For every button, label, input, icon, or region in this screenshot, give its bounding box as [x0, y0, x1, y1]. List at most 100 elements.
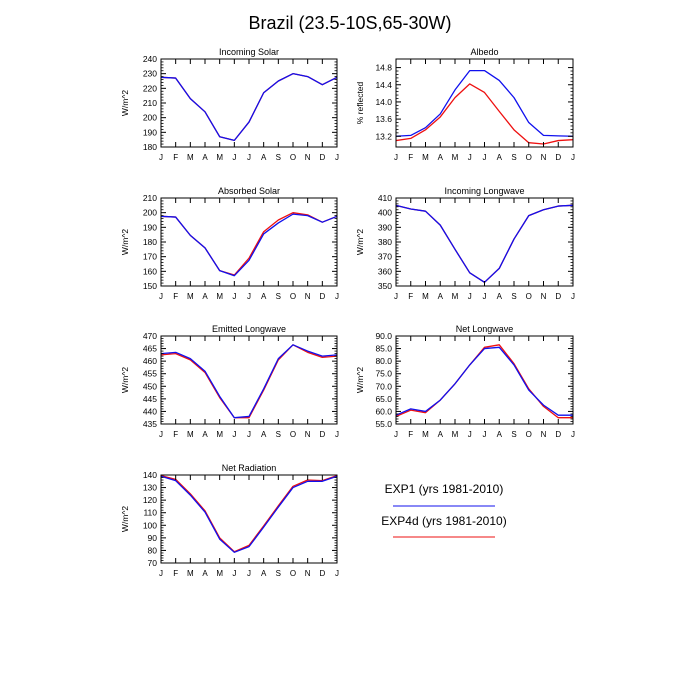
absorbed-solar-ytick-label: 170	[143, 252, 157, 262]
emitted-longwave-ytick-label: 470	[143, 331, 157, 341]
incoming-longwave-month-label: M	[422, 292, 429, 301]
incoming-solar-series-exp4d	[160, 73, 338, 142]
net-longwave-month-label: J	[468, 430, 472, 439]
incoming-longwave-month-label: J	[483, 292, 487, 301]
incoming-solar-month-label: O	[290, 153, 296, 162]
net-radiation-ytick-label: 70	[148, 558, 158, 568]
emitted-longwave-month-label: N	[305, 430, 311, 439]
net-longwave-month-label: J	[571, 430, 575, 439]
absorbed-solar-month-label: M	[216, 292, 223, 301]
albedo-month-label: D	[555, 153, 561, 162]
net-longwave-month-label: J	[483, 430, 487, 439]
absorbed-solar-month-label: S	[276, 292, 281, 301]
absorbed-solar-ytick-label: 150	[143, 281, 157, 291]
emitted-longwave-month-label: M	[187, 430, 194, 439]
absorbed-solar-month-label: D	[319, 292, 325, 301]
net-longwave-series-exp1	[395, 346, 573, 416]
net-longwave-month-label: S	[511, 430, 516, 439]
albedo-ytick-label: 14.0	[375, 97, 392, 107]
net-longwave-ytick-label: 55.0	[375, 419, 392, 429]
incoming-solar-month-label: J	[232, 153, 236, 162]
incoming-longwave-month-label: D	[555, 292, 561, 301]
absorbed-solar-month-label: J	[335, 292, 339, 301]
absorbed-solar-month-label: F	[173, 292, 178, 301]
incoming-solar-month-label: S	[276, 153, 281, 162]
emitted-longwave-month-label: D	[319, 430, 325, 439]
net-longwave-ytick-label: 70.0	[375, 381, 392, 391]
incoming-solar-frame	[160, 58, 338, 148]
albedo-month-label: J	[571, 153, 575, 162]
incoming-solar-month-label: M	[216, 153, 223, 162]
albedo-month-label: J	[394, 153, 398, 162]
net-longwave-month-label: J	[394, 430, 398, 439]
net-longwave-ylabel: W/m^2	[355, 367, 365, 393]
net-radiation-month-label: J	[159, 569, 163, 578]
incoming-longwave-ytick-label: 410	[378, 193, 392, 203]
incoming-solar-month-label: A	[261, 153, 267, 162]
net-radiation-month-label: D	[319, 569, 325, 578]
incoming-solar-month-label: F	[173, 153, 178, 162]
incoming-longwave-month-label: S	[511, 292, 516, 301]
incoming-longwave-ytick-label: 400	[378, 208, 392, 218]
emitted-longwave-month-label: J	[247, 430, 251, 439]
net-radiation-ytick-label: 80	[148, 545, 158, 555]
incoming-longwave-month-label: F	[408, 292, 413, 301]
absorbed-solar-ytick-label: 180	[143, 237, 157, 247]
incoming-solar-ytick-label: 230	[143, 69, 157, 79]
emitted-longwave-month-label: M	[216, 430, 223, 439]
absorbed-solar-month-label: A	[261, 292, 267, 301]
net-longwave-title: Net Longwave	[456, 324, 514, 334]
absorbed-solar-series-exp1	[160, 213, 338, 277]
net-radiation-ytick-label: 140	[143, 470, 157, 480]
absorbed-solar-ytick-label: 210	[143, 193, 157, 203]
absorbed-solar-month-label: J	[247, 292, 251, 301]
absorbed-solar-title: Absorbed Solar	[218, 186, 280, 196]
absorbed-solar-month-label: J	[159, 292, 163, 301]
albedo-month-label: S	[511, 153, 516, 162]
net-radiation-month-label: J	[247, 569, 251, 578]
emitted-longwave-ytick-label: 460	[143, 356, 157, 366]
albedo-title: Albedo	[470, 47, 498, 57]
incoming-solar-ytick-label: 180	[143, 142, 157, 152]
incoming-longwave-month-label: J	[394, 292, 398, 301]
incoming-solar-ytick-label: 200	[143, 113, 157, 123]
incoming-solar-month-label: J	[159, 153, 163, 162]
incoming-longwave-ytick-label: 380	[378, 237, 392, 247]
albedo-ytick-label: 13.2	[375, 131, 392, 141]
emitted-longwave-ytick-label: 450	[143, 381, 157, 391]
net-longwave-month-label: M	[452, 430, 459, 439]
incoming-solar-ytick-label: 210	[143, 98, 157, 108]
incoming-solar-ytick-label: 220	[143, 83, 157, 93]
net-longwave-ytick-label: 65.0	[375, 394, 392, 404]
absorbed-solar-ytick-label: 160	[143, 266, 157, 276]
albedo-month-label: M	[452, 153, 459, 162]
incoming-solar-month-label: J	[335, 153, 339, 162]
net-radiation-title: Net Radiation	[222, 463, 277, 473]
albedo-month-label: A	[497, 153, 503, 162]
net-radiation-month-label: N	[305, 569, 311, 578]
net-radiation-month-label: S	[276, 569, 281, 578]
panel-absorbed-solar: Absorbed Solar W/m^2 150 160 170 180 190 200 210…	[120, 186, 339, 301]
net-radiation-series-exp1	[160, 475, 338, 553]
incoming-longwave-series-exp1	[395, 204, 574, 283]
emitted-longwave-month-label: S	[276, 430, 281, 439]
net-longwave-month-label: M	[422, 430, 429, 439]
incoming-solar-ytick-label: 190	[143, 127, 157, 137]
emitted-longwave-month-label: J	[335, 430, 339, 439]
legend-label-exp4d: EXP4d (yrs 1981-2010)	[381, 514, 506, 528]
net-longwave-ytick-label: 90.0	[375, 331, 392, 341]
net-longwave-ytick-label: 60.0	[375, 406, 392, 416]
emitted-longwave-ytick-label: 465	[143, 344, 157, 354]
albedo-ytick-label: 14.8	[375, 63, 392, 73]
panel-incoming-solar: Incoming Solar W/m^2 180 190 200 210 220 230 240…	[120, 47, 339, 162]
emitted-longwave-month-label: A	[202, 430, 208, 439]
albedo-month-label: F	[408, 153, 413, 162]
incoming-longwave-month-label: M	[452, 292, 459, 301]
net-radiation-series-exp4d	[160, 475, 338, 553]
emitted-longwave-month-label: A	[261, 430, 267, 439]
emitted-longwave-ytick-label: 445	[143, 394, 157, 404]
albedo-frame	[395, 58, 574, 148]
net-longwave-ytick-label: 75.0	[375, 369, 392, 379]
albedo-month-label: J	[483, 153, 487, 162]
